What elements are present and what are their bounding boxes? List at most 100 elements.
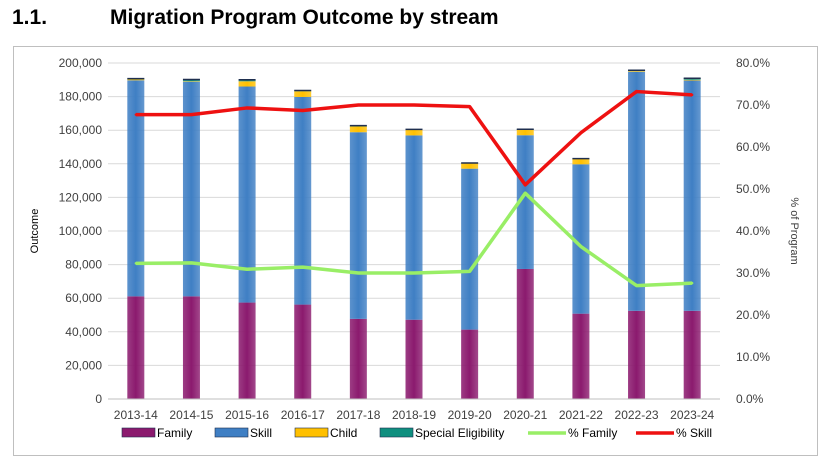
bar-family	[628, 310, 646, 399]
legend-swatch	[379, 427, 414, 438]
legend-label: Skill	[250, 426, 272, 440]
x-tick-label: 2021-22	[559, 408, 603, 422]
pct-family-line-point	[190, 261, 193, 265]
pct-family-line-point	[245, 268, 249, 271]
y2-tick-label: 70.0%	[736, 98, 770, 112]
bar-skill	[628, 71, 646, 311]
pct-skill-line-point	[524, 183, 527, 186]
y2-tick-label: 50.0%	[736, 182, 770, 196]
pct-family-line-point	[134, 262, 138, 265]
y2-tick-label: 80.0%	[736, 56, 770, 70]
pct-skill-line-point	[468, 105, 471, 108]
pct-family-line-point	[524, 192, 527, 195]
bar-skill	[127, 80, 145, 297]
bar-child	[349, 126, 367, 133]
bar-family	[572, 313, 590, 399]
bar-child	[294, 91, 312, 97]
bar-family	[516, 268, 534, 399]
x-tick-label: 2020-21	[503, 408, 547, 422]
legend-label: % Family	[568, 426, 617, 440]
y2-tick-label: 10.0%	[736, 350, 770, 364]
pct-family-line-point	[468, 270, 471, 273]
bar-family	[405, 319, 423, 399]
x-tick-label: 2016-17	[281, 408, 325, 422]
bar-skill	[461, 168, 479, 330]
bar-child	[461, 163, 479, 169]
section-number: 1.1.	[12, 6, 48, 29]
bar-skill	[572, 164, 590, 314]
legend-swatch	[294, 427, 329, 438]
y-tick-label: 20,000	[65, 358, 102, 372]
bar-skill	[182, 81, 200, 297]
section-heading: 1.1. Migration Program Outcome by stream	[12, 3, 499, 33]
bar-special-eligibility	[238, 79, 256, 82]
pct-family-line-point	[301, 265, 304, 269]
legend-swatch	[214, 427, 249, 438]
legend-swatch	[121, 427, 156, 438]
chart-frame	[13, 46, 818, 456]
y2-axis-title: % of Program	[788, 197, 800, 264]
bar-child	[405, 129, 423, 136]
y-tick-label: 80,000	[65, 258, 102, 272]
pct-skill-line-point	[301, 109, 304, 112]
x-tick-label: 2022-23	[615, 408, 659, 422]
bar-special-eligibility	[182, 79, 200, 82]
y-tick-label: 200,000	[59, 56, 103, 70]
bar-child	[182, 81, 200, 82]
y-tick-label: 160,000	[59, 123, 103, 137]
y2-tick-label: 0.0%	[736, 392, 764, 406]
x-tick-label: 2015-16	[225, 408, 269, 422]
bar-family	[683, 310, 701, 399]
x-tick-label: 2013-14	[114, 408, 158, 422]
y2-tick-label: 40.0%	[736, 224, 770, 238]
x-tick-label: 2014-15	[169, 408, 213, 422]
bar-child	[683, 79, 701, 81]
legend-label: % Skill	[676, 426, 712, 440]
bar-family	[127, 296, 145, 399]
pct-family-line-point	[690, 281, 694, 285]
y-tick-label: 120,000	[59, 190, 103, 204]
bar-family	[349, 318, 367, 399]
pct-skill-line-point	[190, 113, 193, 116]
pct-skill-line-point	[635, 90, 638, 93]
bar-family	[238, 302, 256, 399]
y-tick-label: 0	[95, 392, 102, 406]
y-tick-label: 40,000	[65, 325, 102, 339]
legend-label: Special Eligibility	[415, 426, 504, 440]
bar-family	[294, 304, 312, 399]
y2-tick-label: 30.0%	[736, 266, 770, 280]
bar-child	[127, 79, 145, 81]
legend-label: Child	[330, 426, 357, 440]
pct-skill-line-point	[245, 106, 249, 110]
bar-child	[516, 129, 534, 136]
pct-skill-line-point	[579, 131, 583, 134]
pct-skill-line-point	[412, 103, 416, 107]
legend-label: Family	[157, 426, 192, 440]
pct-family-line-point	[635, 284, 638, 287]
y2-tick-label: 20.0%	[736, 308, 770, 322]
x-tick-label: 2018-19	[392, 408, 436, 422]
bar-special-eligibility	[683, 78, 701, 80]
pct-family-line-point	[579, 245, 583, 248]
y-tick-label: 60,000	[65, 291, 102, 305]
bar-child	[572, 158, 590, 165]
pct-skill-line-point	[134, 113, 138, 116]
bar-child	[238, 81, 256, 87]
bar-family	[182, 296, 200, 399]
x-tick-label: 2023-24	[670, 408, 714, 422]
bar-skill	[238, 86, 256, 303]
x-tick-label: 2019-20	[448, 408, 492, 422]
bar-skill	[405, 135, 423, 320]
bar-child	[628, 71, 646, 72]
pct-skill-line-point	[357, 103, 360, 107]
bar-skill	[349, 132, 367, 319]
pct-family-line-point	[357, 271, 360, 275]
y-tick-label: 180,000	[59, 90, 103, 104]
x-tick-label: 2017-18	[336, 408, 380, 422]
pct-skill-line-point	[690, 93, 694, 97]
y-tick-label: 140,000	[59, 157, 103, 171]
section-title: Migration Program Outcome by stream	[110, 6, 499, 29]
y2-tick-label: 60.0%	[736, 140, 770, 154]
bar-skill	[294, 96, 312, 305]
